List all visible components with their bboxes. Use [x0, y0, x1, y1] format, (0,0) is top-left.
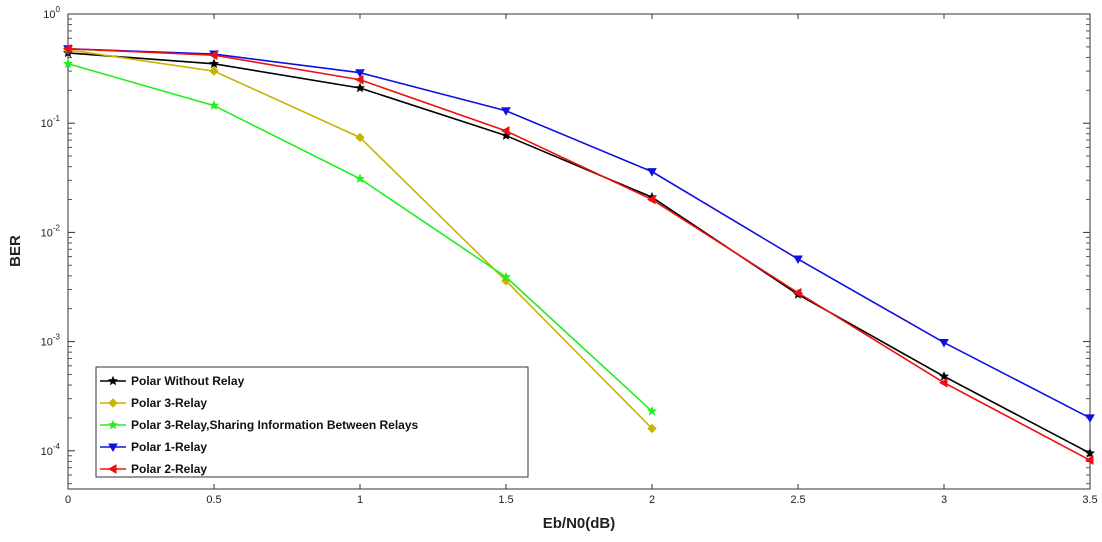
x-axis-title: Eb/N0(dB): [543, 515, 616, 532]
x-tick-label: 1.5: [498, 494, 513, 506]
data-point: [938, 371, 950, 381]
data-point: [354, 173, 366, 184]
y-tick-base: 10: [43, 9, 55, 21]
data-point: [647, 423, 657, 434]
y-tick-base: 10: [41, 227, 53, 239]
y-tick-label: 10-2: [41, 223, 61, 239]
data-point: [354, 74, 364, 85]
data-point: [1084, 447, 1096, 458]
data-point: [646, 194, 656, 205]
data-point: [647, 168, 657, 177]
data-point: [500, 126, 510, 136]
data-point: [209, 66, 219, 76]
y-tick-label: 100: [43, 5, 60, 21]
data-point: [355, 69, 365, 78]
data-point: [793, 255, 803, 265]
data-point: [501, 107, 511, 116]
series-line: [67, 48, 1091, 419]
data-point: [1085, 414, 1095, 423]
data-point: [792, 287, 802, 298]
y-tick-exponent: -2: [53, 223, 61, 232]
y-tick-exponent: 0: [56, 5, 61, 14]
legend-marker: [108, 443, 118, 453]
legend-marker: [107, 375, 119, 386]
series-4: [62, 43, 1094, 466]
x-tick-label: 1: [357, 494, 363, 506]
data-point: [62, 58, 74, 69]
data-point: [354, 82, 366, 93]
y-tick-label: 10-4: [41, 442, 61, 458]
legend-marker: [107, 419, 119, 430]
data-point: [62, 43, 72, 54]
legend-items: Polar Without Relay Polar 3-Relay Polar 3-…: [100, 374, 419, 476]
legend-label: Polar Without Relay: [131, 374, 245, 388]
series-line: [67, 52, 1091, 454]
y-tick-base: 10: [41, 446, 53, 458]
legend-item: Polar 3-Relay,Sharing Information Betwee…: [100, 418, 419, 432]
y-axis-title: BER: [7, 235, 24, 267]
data-point: [646, 405, 658, 416]
x-tick-label: 3.5: [1082, 494, 1097, 506]
x-tick-label: 3: [941, 494, 947, 506]
x-tick-label: 0: [65, 494, 71, 506]
legend-label: Polar 3-Relay,Sharing Information Betwee…: [131, 418, 419, 432]
legend-label: Polar 1-Relay: [131, 440, 207, 454]
legend-item: Polar 2-Relay: [100, 462, 207, 476]
y-tick-exponent: -3: [53, 333, 61, 342]
series-line: [67, 48, 1091, 461]
x-tick-label: 2.5: [790, 494, 805, 506]
x-axis-ticks: 0 0.5 1 1.5 2 2.5 3 3.5: [65, 14, 1098, 506]
y-tick-exponent: -1: [53, 114, 61, 123]
data-point: [208, 58, 220, 69]
data-point: [938, 377, 948, 388]
data-point: [208, 100, 220, 110]
legend-label: Polar 3-Relay: [131, 396, 207, 410]
legend-marker: [107, 464, 117, 474]
data-point: [939, 339, 949, 348]
data-point: [355, 132, 365, 143]
legend-box: [95, 366, 529, 478]
x-tick-label: 2: [649, 494, 655, 506]
legend-item: Polar 1-Relay: [100, 440, 207, 454]
legend: Polar Without Relay Polar 3-Relay Polar 3-…: [95, 366, 529, 478]
x-tick-label: 0.5: [206, 494, 221, 506]
legend-item: Polar 3-Relay: [100, 396, 207, 410]
y-tick-base: 10: [41, 118, 53, 130]
data-point: [500, 271, 512, 282]
y-tick-exponent: -4: [53, 442, 61, 451]
data-point: [1084, 455, 1094, 466]
legend-marker: [108, 398, 118, 408]
data-point: [208, 50, 218, 61]
legend-label: Polar 2-Relay: [131, 462, 207, 476]
y-tick-label: 10-3: [41, 333, 61, 349]
series-layer: [62, 43, 1096, 466]
series-2: [62, 58, 658, 416]
y-tick-label: 10-1: [41, 114, 61, 130]
y-tick-base: 10: [41, 337, 53, 349]
legend-item: Polar Without Relay: [100, 374, 245, 388]
